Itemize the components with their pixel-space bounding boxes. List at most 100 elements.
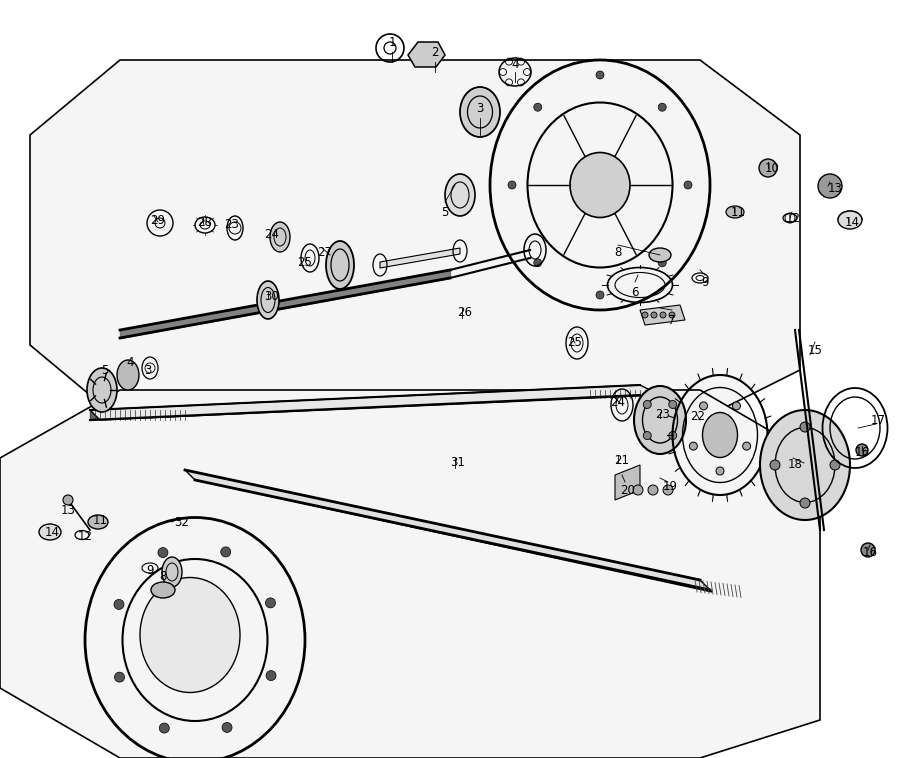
Circle shape [159,723,170,733]
Circle shape [266,671,276,681]
Circle shape [733,402,741,410]
Circle shape [266,598,276,608]
Text: 18: 18 [788,459,803,471]
Polygon shape [0,390,820,758]
Text: 16: 16 [862,546,877,559]
Ellipse shape [168,610,223,670]
Circle shape [669,431,677,440]
Polygon shape [90,385,660,420]
Text: 30: 30 [265,290,279,303]
Text: 27: 27 [318,246,332,258]
Text: 24: 24 [611,396,626,409]
Text: 11: 11 [92,513,108,527]
Circle shape [158,547,168,558]
Circle shape [642,312,648,318]
Text: 6: 6 [631,286,638,299]
Text: 13: 13 [60,503,75,516]
Circle shape [800,498,810,508]
Text: 26: 26 [457,305,472,318]
Circle shape [651,312,657,318]
Ellipse shape [87,368,117,412]
Ellipse shape [270,222,290,252]
Polygon shape [185,470,712,592]
Text: 14: 14 [844,215,859,228]
Text: 10: 10 [764,161,779,174]
Text: 13: 13 [828,181,842,195]
Ellipse shape [117,360,139,390]
Text: 12: 12 [77,531,92,543]
Circle shape [800,422,810,432]
Circle shape [508,181,516,189]
Text: 15: 15 [807,343,823,356]
Text: 4: 4 [511,58,519,71]
Text: 25: 25 [568,336,583,349]
Text: 17: 17 [870,414,885,427]
Circle shape [684,181,692,189]
Circle shape [770,460,780,470]
Circle shape [114,600,124,609]
Text: 4: 4 [127,356,134,368]
Text: 14: 14 [45,525,59,538]
Circle shape [533,258,541,267]
Text: 9: 9 [146,563,154,577]
Ellipse shape [838,211,862,229]
Circle shape [861,543,875,557]
Ellipse shape [326,241,354,289]
Text: 31: 31 [451,456,465,468]
Circle shape [633,485,643,495]
Circle shape [596,71,604,79]
Text: 2: 2 [431,45,439,58]
Text: 20: 20 [621,484,636,496]
Ellipse shape [649,248,671,262]
Circle shape [856,444,868,456]
Circle shape [222,722,232,732]
Text: 5: 5 [101,364,109,377]
Text: 29: 29 [151,214,165,227]
Text: 22: 22 [691,411,706,424]
Text: 8: 8 [159,571,167,584]
Circle shape [690,442,698,450]
Ellipse shape [39,524,61,540]
Text: 32: 32 [174,515,189,528]
Ellipse shape [257,281,279,319]
Circle shape [643,431,651,440]
Text: 25: 25 [297,255,313,268]
Circle shape [716,467,724,475]
Polygon shape [640,305,685,325]
Circle shape [115,672,125,682]
Circle shape [818,174,842,198]
Polygon shape [30,60,800,420]
Polygon shape [408,42,445,67]
Text: 8: 8 [614,246,621,258]
Circle shape [596,291,604,299]
Text: 12: 12 [786,211,800,224]
Circle shape [643,400,651,409]
Ellipse shape [570,152,630,218]
Circle shape [63,495,73,505]
Circle shape [759,159,777,177]
Ellipse shape [760,410,850,520]
Text: 21: 21 [614,453,629,466]
Circle shape [658,258,666,267]
Polygon shape [615,465,640,500]
Ellipse shape [634,386,686,454]
Ellipse shape [88,515,108,529]
Circle shape [660,312,666,318]
Ellipse shape [162,557,182,587]
Ellipse shape [702,412,737,458]
Circle shape [533,103,541,111]
Circle shape [221,547,231,557]
Circle shape [700,402,708,410]
Text: 9: 9 [701,275,709,289]
Polygon shape [380,248,460,268]
Text: 5: 5 [441,205,449,218]
Text: 7: 7 [668,314,676,327]
Circle shape [648,485,658,495]
Text: 23: 23 [224,218,240,230]
Ellipse shape [726,206,744,218]
Ellipse shape [151,582,175,598]
Text: 28: 28 [198,215,213,228]
Text: 24: 24 [265,227,279,240]
Ellipse shape [140,578,240,693]
Circle shape [658,103,666,111]
